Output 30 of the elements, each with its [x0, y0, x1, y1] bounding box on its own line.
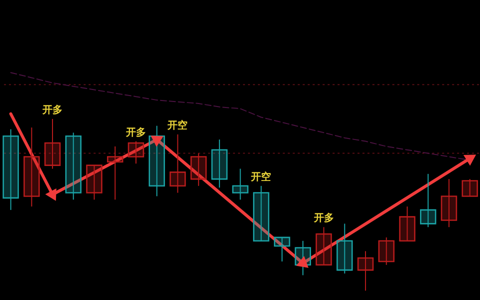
candlestick: [128, 140, 144, 164]
candlestick: [106, 146, 124, 200]
candlestick: [170, 134, 186, 194]
candlestick: [336, 223, 353, 274]
candlestick: [440, 178, 458, 228]
candlestick: [86, 164, 102, 200]
candlestick: [462, 178, 478, 197]
text: 开多: [126, 127, 146, 138]
candlestick: [24, 127, 40, 208]
text: 开多: [42, 104, 63, 116]
candlestick: [148, 125, 165, 197]
candlestick: [44, 118, 61, 170]
text: 开空: [251, 172, 272, 183]
candlestick: [274, 236, 290, 262]
candlestick: [316, 226, 332, 266]
candlestick: [399, 206, 416, 242]
candlestick: [357, 250, 374, 292]
candlestick: [211, 139, 228, 188]
point: [45, 188, 56, 201]
candlestick: [190, 152, 207, 186]
point: [150, 136, 164, 147]
point: [463, 154, 476, 166]
candlestick: [65, 132, 82, 200]
candlestick: [378, 236, 394, 266]
candlestick: [2, 128, 19, 210]
text: 开多: [314, 213, 334, 224]
text: 开空: [168, 120, 188, 132]
candlestick: [253, 185, 270, 242]
candlestick: [420, 173, 436, 228]
candlestick: [232, 168, 248, 200]
